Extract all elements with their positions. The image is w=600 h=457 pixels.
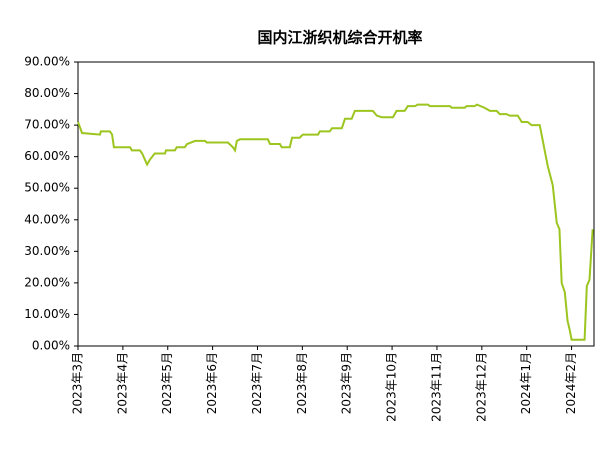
y-tick-label: 50.00% (24, 181, 70, 195)
x-tick-label: 2023年5月 (160, 352, 174, 414)
y-tick-label: 40.00% (24, 212, 70, 226)
x-tick-label: 2023年4月 (115, 352, 129, 414)
x-tick-label: 2023年8月 (295, 352, 309, 414)
x-tick-label: 2023年10月 (385, 352, 399, 422)
chart-title: 国内江浙织机综合开机率 (257, 29, 422, 47)
x-tick-label: 2024年1月 (519, 352, 533, 414)
y-tick-label: 20.00% (24, 275, 70, 289)
y-tick-label: 60.00% (24, 149, 70, 163)
x-tick-label: 2023年7月 (250, 352, 264, 414)
x-tick-label: 2023年12月 (474, 352, 488, 422)
y-tick-label: 90.00% (24, 55, 70, 69)
x-tick-label: 2023年9月 (340, 352, 354, 414)
y-tick-label: 30.00% (24, 244, 70, 258)
x-tick-label: 2023年3月 (71, 352, 85, 414)
x-tick-label: 2024年2月 (564, 352, 578, 414)
y-tick-label: 80.00% (24, 86, 70, 100)
plot-frame (77, 61, 595, 347)
x-tick-label: 2023年11月 (429, 352, 443, 422)
x-tick-label: 2023年6月 (205, 352, 219, 414)
series-line (77, 103, 594, 341)
y-tick-label: 0.00% (32, 339, 70, 353)
y-tick-label: 70.00% (24, 118, 70, 132)
y-tick-label: 10.00% (24, 307, 70, 321)
